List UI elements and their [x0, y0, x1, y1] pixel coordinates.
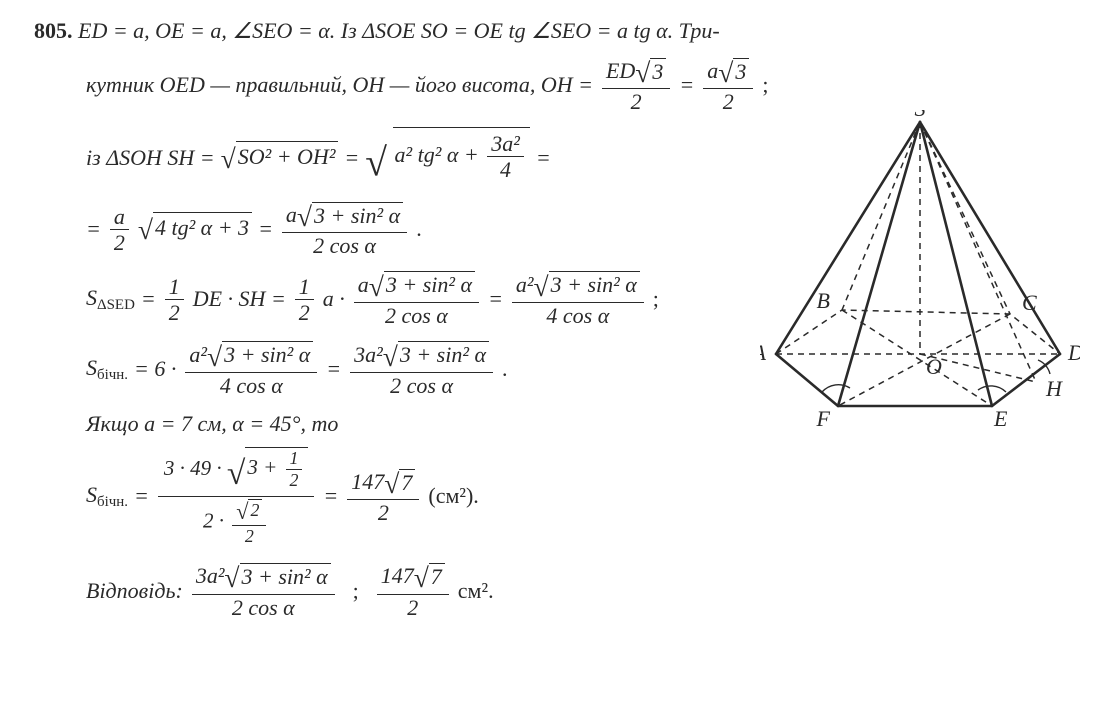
frac-edsqrt3-2: ED√3 2: [602, 57, 670, 115]
frac-ans2-num: 147√7: [377, 562, 449, 595]
sqrt-so2oh2: √SO² + OH²: [221, 140, 339, 179]
line4-end: .: [416, 214, 422, 245]
cm2-1: (см²).: [428, 481, 478, 512]
label-c: C: [1022, 290, 1037, 315]
frac-expr2: a²√3 + sin² α 4 cos α: [512, 271, 644, 329]
cm2-2: см².: [458, 576, 494, 607]
frac-calc-num: 3 · 49 · √3 + 12: [158, 445, 315, 497]
label-h: H: [1045, 376, 1063, 401]
s-sed-eq: =: [141, 284, 156, 315]
frac-half-2: 1 2: [295, 274, 314, 326]
sqrt-4tg2p3: √4 tg² α + 3: [138, 211, 252, 250]
s-lat-label: Sбічн.: [86, 353, 128, 386]
line-answer: Відповідь: 3a²√3 + sin² α 2 cos α ; 147√…: [86, 562, 1072, 620]
calc-eq2: =: [323, 481, 338, 512]
sqrt-a2tg2: √ a² tg² α + 3a² 4: [365, 127, 530, 191]
frac-ans2-den: 2: [377, 595, 449, 620]
frac-expr2b-num: a²√3 + sin² α: [185, 341, 317, 374]
frac-result: 147√7 2: [347, 468, 419, 526]
eq1: =: [679, 70, 694, 101]
frac-expr1b-den: 2 cos α: [354, 303, 479, 328]
frac-expr1b: a√3 + sin² α 2 cos α: [354, 271, 479, 329]
line-given: 805. ED = a, OE = a, ∠SEO = α. Із ΔSOE S…: [34, 16, 1072, 47]
half-num-2: 1: [295, 274, 314, 300]
given-text: ED = a, OE = a, ∠SEO = α. Із ΔSOE SO = O…: [78, 18, 720, 43]
frac-ans2: 147√7 2: [377, 562, 449, 620]
frac-asqrt3-num: a√3: [707, 58, 749, 83]
frac-ans1: 3a²√3 + sin² α 2 cos α: [192, 562, 335, 620]
frac-expr3-den: 2 cos α: [350, 373, 493, 398]
frac-calc: 3 · 49 · √3 + 12 2 · √22: [158, 445, 315, 548]
problem-number: 805.: [34, 18, 73, 43]
frac-3a2-num: 3a²: [487, 131, 524, 157]
s-lat-label-2: Sбічн.: [86, 480, 128, 513]
line2-text: кутник OED — правильний, OH — його висот…: [86, 70, 593, 101]
frac-ans1-den: 2 cos α: [192, 595, 335, 620]
frac-edsqrt3-den: 2: [602, 89, 670, 114]
eq2: =: [344, 143, 359, 174]
frac-calc-den: 2 · √22: [158, 497, 315, 548]
semicolon-1: ;: [762, 70, 768, 101]
desh: DE · SH =: [193, 284, 286, 315]
half-num-1: 1: [165, 274, 184, 300]
period-1: .: [502, 354, 508, 385]
frac-result-num: 147√7: [347, 468, 419, 501]
frac-a-2-den: 2: [110, 230, 129, 255]
label-f: F: [816, 406, 831, 430]
label-e: E: [993, 406, 1008, 430]
calc-eq: =: [134, 481, 149, 512]
line3-lead: із ΔSOH SH =: [86, 143, 215, 174]
frac-expr2b-den: 4 cos α: [185, 373, 317, 398]
answer-sep: ;: [344, 576, 368, 607]
frac-result-den: 2: [347, 500, 419, 525]
frac-3a2-den: 4: [487, 157, 524, 182]
label-o: O: [926, 354, 942, 379]
frac-expr1: a√3 + sin² α 2 cos α: [282, 201, 407, 259]
label-b: B: [817, 288, 830, 313]
frac-asqrt3-den: 2: [703, 89, 753, 114]
s-sed-label: SΔSED: [86, 283, 135, 316]
frac-edsqrt3-num: ED√3: [606, 58, 666, 83]
frac-expr1b-num: a√3 + sin² α: [354, 271, 479, 304]
frac-expr1-num: a√3 + sin² α: [282, 201, 407, 234]
pyramid-diagram: S A B C D E F O H: [760, 110, 1080, 430]
eq4: =: [326, 354, 341, 385]
adot: a ·: [323, 284, 345, 315]
sixdot: = 6 ·: [134, 354, 176, 385]
eq-tail-1: =: [536, 143, 551, 174]
frac-a-2-num: a: [110, 204, 129, 230]
answer-label: Відповідь:: [86, 576, 183, 607]
label-s: S: [915, 110, 926, 121]
label-a: A: [760, 340, 767, 365]
frac-ans1-num: 3a²√3 + sin² α: [192, 562, 335, 595]
half-den-1: 2: [165, 300, 184, 325]
line-calc: Sбічн. = 3 · 49 · √3 + 12 2 · √22 = 147√…: [86, 445, 1072, 548]
frac-expr1-den: 2 cos α: [282, 233, 407, 258]
page: 805. ED = a, OE = a, ∠SEO = α. Із ΔSOE S…: [0, 0, 1100, 715]
frac-half-1: 1 2: [165, 274, 184, 326]
frac-expr2-den: 4 cos α: [512, 303, 644, 328]
eq3: =: [488, 284, 503, 315]
frac-asqrt3-2: a√3 2: [703, 57, 753, 115]
half-den-2: 2: [295, 300, 314, 325]
radicand-a2tg2-a: a² tg² α +: [395, 142, 485, 167]
radicand-so2oh2: SO² + OH²: [236, 141, 339, 173]
semicolon-2: ;: [653, 284, 659, 315]
frac-expr3: 3a²√3 + sin² α 2 cos α: [350, 341, 493, 399]
line4-mid: =: [258, 214, 273, 245]
label-d: D: [1067, 340, 1080, 365]
radicand-4tg2p3: 4 tg² α + 3: [153, 212, 252, 244]
frac-3a2-4: 3a² 4: [487, 131, 524, 183]
line4-lead: =: [86, 214, 101, 245]
frac-expr3-num: 3a²√3 + sin² α: [350, 341, 493, 374]
frac-expr2b: a²√3 + sin² α 4 cos α: [185, 341, 317, 399]
frac-expr2-num: a²√3 + sin² α: [512, 271, 644, 304]
frac-a-2: a 2: [110, 204, 129, 256]
line-2: кутник OED — правильний, OH — його висот…: [86, 57, 1072, 115]
